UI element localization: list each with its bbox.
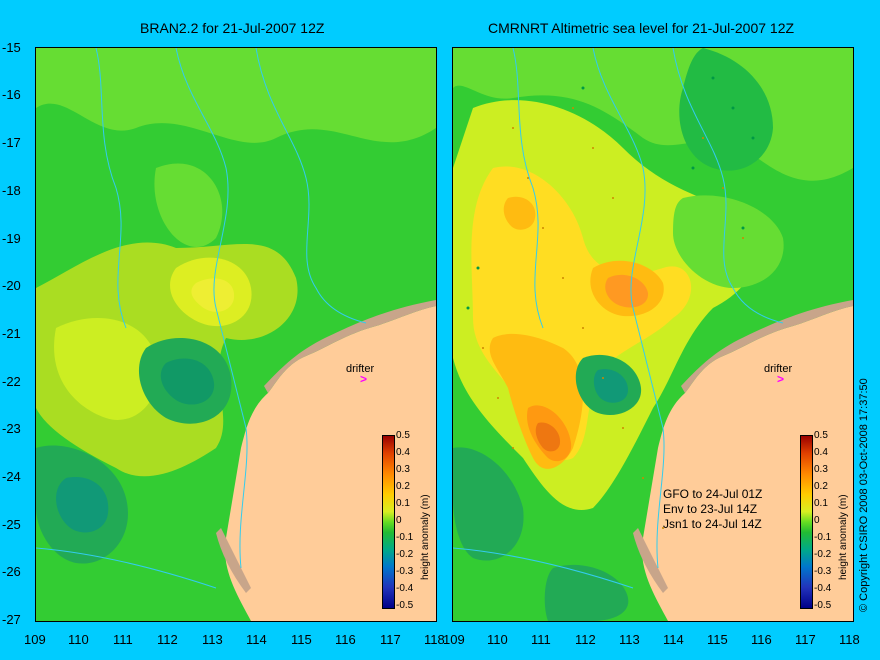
colorbar-title: height anomaly (m) bbox=[420, 494, 431, 580]
y-tick-label: -25 bbox=[2, 517, 21, 532]
satellite-info-env: Env to 23-Jul 14Z bbox=[663, 502, 758, 516]
right-map-panel bbox=[452, 47, 854, 622]
x-tick-label: 112 bbox=[157, 632, 178, 647]
x-tick-label: 117 bbox=[795, 632, 816, 647]
x-tick-label: 111 bbox=[113, 632, 133, 647]
colorbar-tick: -0.1 bbox=[396, 532, 414, 543]
left-map-panel bbox=[35, 47, 437, 622]
right-colorbar bbox=[800, 435, 813, 609]
y-tick-label: -16 bbox=[2, 87, 21, 102]
y-tick-label: -23 bbox=[2, 421, 21, 436]
x-tick-label: 118 bbox=[839, 632, 860, 647]
x-tick-label: 118 bbox=[424, 632, 445, 647]
satellite-info-jsn1: Jsn1 to 24-Jul 14Z bbox=[663, 517, 762, 531]
y-tick-label: -20 bbox=[2, 278, 21, 293]
left-colorbar bbox=[382, 435, 395, 609]
colorbar-tick: -0.5 bbox=[396, 600, 414, 611]
colorbar-tick: -0.2 bbox=[396, 549, 414, 560]
left-map-title: BRAN2.2 for 21-Jul-2007 12Z bbox=[140, 20, 325, 36]
colorbar-tick: 0.1 bbox=[396, 498, 410, 509]
x-tick-label: 115 bbox=[291, 632, 312, 647]
colorbar-title: height anomaly (m) bbox=[838, 494, 849, 580]
colorbar-tick: 0.3 bbox=[814, 464, 828, 475]
colorbar-tick: 0 bbox=[396, 515, 402, 526]
y-tick-label: -19 bbox=[2, 231, 21, 246]
x-tick-label: 116 bbox=[751, 632, 772, 647]
y-tick-label: -18 bbox=[2, 183, 21, 198]
colorbar-tick: -0.4 bbox=[396, 583, 414, 594]
y-tick-label: -22 bbox=[2, 374, 21, 389]
x-tick-label: 115 bbox=[707, 632, 728, 647]
satellite-info-gfo: GFO to 24-Jul 01Z bbox=[663, 487, 763, 501]
copyright-timestamp: © Copyright CSIRO 2008 03-Oct-2008 17:37… bbox=[858, 378, 870, 612]
colorbar-tick: 0.2 bbox=[396, 481, 410, 492]
colorbar-tick: -0.3 bbox=[396, 566, 414, 577]
colorbar-tick: -0.5 bbox=[814, 600, 832, 611]
colorbar-tick: 0.4 bbox=[814, 447, 828, 458]
colorbar-tick: -0.2 bbox=[814, 549, 832, 560]
colorbar-tick: 0.4 bbox=[396, 447, 410, 458]
x-tick-label: 110 bbox=[487, 632, 508, 647]
colorbar-tick: 0.1 bbox=[814, 498, 828, 509]
x-tick-label: 113 bbox=[202, 632, 223, 647]
colorbar-tick: -0.4 bbox=[814, 583, 832, 594]
drifter-label: drifter bbox=[346, 363, 375, 375]
colorbar-tick: 0 bbox=[814, 515, 820, 526]
x-tick-label: 110 bbox=[68, 632, 89, 647]
colorbar-tick: 0.5 bbox=[814, 430, 828, 441]
x-tick-label: 117 bbox=[380, 632, 401, 647]
colorbar-tick: 0.2 bbox=[814, 481, 828, 492]
y-tick-label: -26 bbox=[2, 564, 21, 579]
y-tick-label: -15 bbox=[2, 40, 21, 55]
x-tick-label: 114 bbox=[246, 632, 267, 647]
y-tick-label: -27 bbox=[2, 612, 21, 627]
y-tick-label: -21 bbox=[2, 326, 21, 341]
drifter-marker-icon: > bbox=[777, 372, 785, 386]
left-sea-level-map bbox=[36, 48, 436, 621]
x-tick-label: 109 bbox=[443, 632, 465, 647]
y-tick-label: -24 bbox=[2, 469, 21, 484]
colorbar-tick: -0.3 bbox=[814, 566, 832, 577]
drifter-label: drifter bbox=[764, 363, 793, 375]
colorbar-tick: 0.3 bbox=[396, 464, 410, 475]
x-tick-label: 111 bbox=[531, 632, 551, 647]
colorbar-tick: 0.5 bbox=[396, 430, 410, 441]
colorbar-tick: -0.1 bbox=[814, 532, 832, 543]
x-tick-label: 114 bbox=[663, 632, 684, 647]
y-tick-label: -17 bbox=[2, 135, 21, 150]
drifter-marker-icon: > bbox=[360, 372, 368, 386]
right-map-title: CMRNRT Altimetric sea level for 21-Jul-2… bbox=[488, 20, 795, 36]
x-tick-label: 112 bbox=[575, 632, 596, 647]
x-tick-label: 116 bbox=[335, 632, 356, 647]
x-tick-label: 109 bbox=[24, 632, 46, 647]
right-sea-level-map bbox=[453, 48, 853, 621]
x-tick-label: 113 bbox=[619, 632, 640, 647]
